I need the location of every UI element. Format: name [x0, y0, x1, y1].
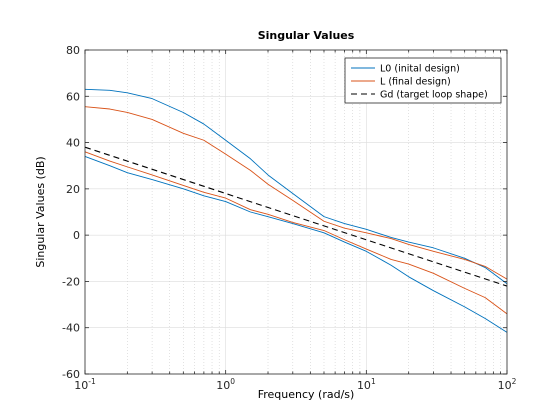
grid — [85, 50, 507, 374]
y-tick-label: 80 — [66, 44, 80, 57]
y-tick-label: -60 — [62, 368, 80, 381]
x-tick-label: 100 — [216, 377, 235, 392]
x-axis-label: Frequency (rad/s) — [258, 388, 355, 401]
series-lines — [84, 88, 508, 333]
x-tick-label: 101 — [357, 377, 376, 392]
legend-label: L (final design) — [380, 77, 451, 88]
series-line-2 — [84, 156, 508, 333]
y-tick-label: 40 — [66, 137, 80, 150]
plot-frame — [84, 49, 508, 375]
y-tick-label: -40 — [62, 322, 80, 335]
x-tick-labels: 10-1 100 101 102 — [74, 377, 516, 392]
series-line-1 — [84, 88, 508, 285]
plot-area — [84, 49, 508, 375]
legend-label: L0 (inital design) — [380, 64, 460, 75]
y-tick-label: 60 — [66, 90, 80, 103]
y-tick-label: 20 — [66, 183, 80, 196]
series-line-4 — [84, 151, 508, 315]
y-tick-label: 0 — [73, 229, 80, 242]
y-tick-labels: -60 -40 -20 0 20 40 60 80 — [62, 44, 80, 381]
series-line-5 — [84, 146, 508, 287]
axis-ticks — [84, 49, 508, 375]
x-tick-label: 102 — [498, 377, 517, 392]
chart-title: Singular Values — [258, 29, 355, 42]
y-axis-label: Singular Values (dB) — [34, 156, 47, 267]
series-line-3 — [84, 106, 508, 280]
legend: L0 (inital design) L (final design) Gd (ta… — [344, 57, 502, 104]
y-tick-label: -20 — [62, 275, 80, 288]
x-tick-label: 10-1 — [74, 377, 96, 392]
plot-background — [85, 50, 507, 374]
legend-label: Gd (target loop shape) — [380, 90, 488, 101]
